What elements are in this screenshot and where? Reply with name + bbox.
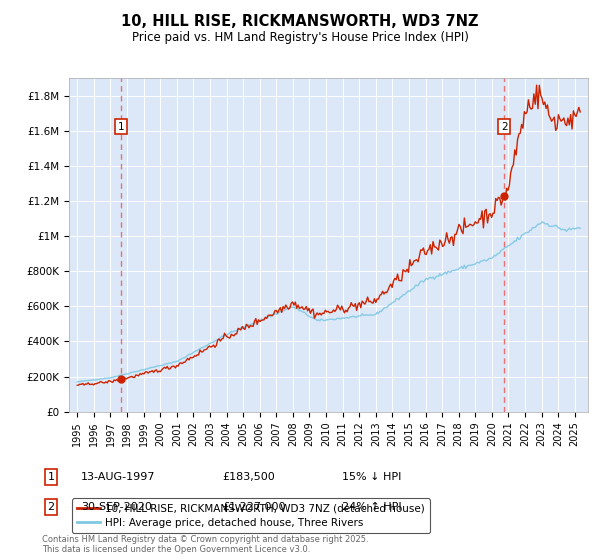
Text: £183,500: £183,500 — [222, 472, 275, 482]
Text: 2: 2 — [47, 502, 55, 512]
Text: 24% ↑ HPI: 24% ↑ HPI — [342, 502, 401, 512]
Text: 13-AUG-1997: 13-AUG-1997 — [81, 472, 155, 482]
Text: Price paid vs. HM Land Registry's House Price Index (HPI): Price paid vs. HM Land Registry's House … — [131, 31, 469, 44]
Text: £1,227,000: £1,227,000 — [222, 502, 286, 512]
Text: Contains HM Land Registry data © Crown copyright and database right 2025.
This d: Contains HM Land Registry data © Crown c… — [42, 535, 368, 554]
Legend: 10, HILL RISE, RICKMANSWORTH, WD3 7NZ (detached house), HPI: Average price, deta: 10, HILL RISE, RICKMANSWORTH, WD3 7NZ (d… — [71, 498, 430, 533]
Text: 10, HILL RISE, RICKMANSWORTH, WD3 7NZ: 10, HILL RISE, RICKMANSWORTH, WD3 7NZ — [121, 14, 479, 29]
Text: 30-SEP-2020: 30-SEP-2020 — [81, 502, 152, 512]
Text: 2: 2 — [501, 122, 508, 132]
Text: 15% ↓ HPI: 15% ↓ HPI — [342, 472, 401, 482]
Text: 1: 1 — [47, 472, 55, 482]
Text: 1: 1 — [118, 122, 124, 132]
